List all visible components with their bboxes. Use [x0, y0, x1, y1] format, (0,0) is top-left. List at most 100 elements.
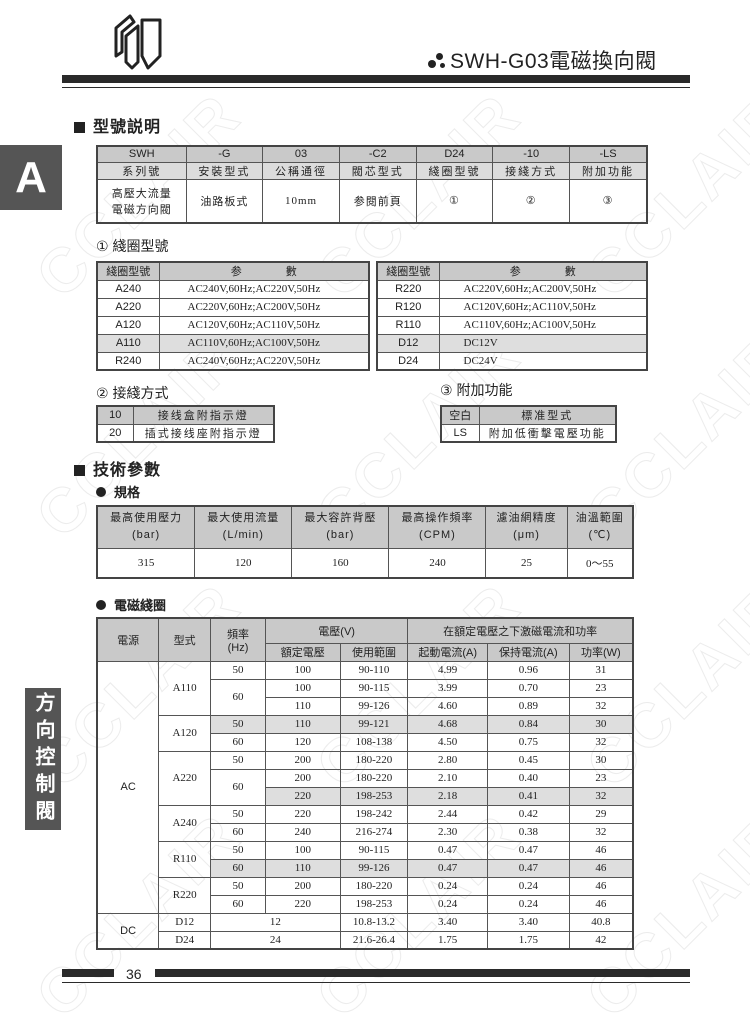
coil-param: AC220V,60Hz;AC200V,50Hz	[438, 279, 648, 299]
power-source: AC	[96, 660, 160, 914]
model-label: 接綫方式	[492, 161, 571, 180]
spec-header: 最高使用壓力 (bar)	[96, 505, 196, 549]
start-current: 4.60	[407, 696, 489, 716]
spec-header: 濾油網精度 (μm)	[485, 505, 568, 549]
model-value: ①	[415, 178, 494, 224]
model-type: A120	[158, 714, 212, 752]
model-label: 安裝型式	[185, 161, 264, 180]
page-number: 36	[126, 966, 142, 982]
coil-model: A110	[96, 333, 160, 353]
coil-param: AC220V,60Hz;AC200V,50Hz	[158, 297, 370, 317]
table-row: 60 100 90-115 3.99 0.70 23	[97, 678, 634, 716]
model-heading: 型號説明	[74, 113, 161, 137]
frequency: 50	[210, 714, 266, 734]
voltage-range: 90-115	[339, 678, 409, 698]
coil-model: D24	[376, 351, 440, 371]
spec-value: 0～55	[566, 547, 634, 579]
option-desc: 標准型式	[478, 405, 617, 425]
rated-voltage: 240	[264, 822, 341, 842]
power-watt: 29	[568, 804, 634, 824]
coil-param: AC120V,60Hz;AC110V,50Hz	[438, 297, 648, 317]
start-current: 0.24	[407, 876, 489, 896]
hold-current: 3.40	[487, 912, 570, 932]
model-value: 参閱前頁	[338, 178, 417, 224]
coil-param: DC12V	[438, 333, 648, 353]
start-current: 4.50	[407, 732, 489, 752]
value-row: 高壓大流量 電磁方向閥 油路板式 10mm 参閱前頁 ① ② ③	[96, 178, 648, 224]
table-row: A220 AC220V,60Hz;AC200V,50Hz	[96, 297, 370, 317]
footer-bar-left	[62, 969, 114, 977]
rated-voltage: 12	[210, 912, 341, 932]
model-value: 油路板式	[185, 178, 264, 224]
tech-heading: 技術參數	[74, 456, 161, 480]
category-label: 方向控制閥	[32, 691, 54, 827]
rated-voltage: 220	[264, 786, 341, 806]
frequency: 50	[210, 804, 266, 824]
col-hold-current: 保持電流(A)	[487, 642, 570, 662]
table-row: D12 DC12V	[376, 333, 648, 353]
spec-heading: 規格	[96, 482, 140, 501]
table-row: 10 接线盒附指示燈	[96, 405, 275, 425]
model-label: 公稱通徑	[262, 161, 340, 180]
start-current: 0.47	[407, 840, 489, 860]
table-row: 空白 標准型式	[440, 405, 617, 425]
model-type: R110	[158, 840, 212, 878]
spec-value: 160	[291, 547, 390, 579]
coil-model: A120	[96, 315, 160, 335]
elec-heading: 電磁綫圈	[96, 595, 166, 614]
rated-voltage: 200	[264, 768, 341, 788]
spec-value: 315	[96, 547, 196, 579]
option-code: LS	[440, 423, 480, 443]
power-watt: 32	[568, 696, 634, 716]
footer-line	[62, 982, 690, 983]
table-row: AC A110 50 100 90-110 4.99 0.96 31	[96, 660, 634, 914]
coil-model: R240	[96, 351, 160, 371]
model-code: -C2	[338, 145, 417, 163]
power-watt: 30	[568, 714, 634, 734]
voltage-range: 180-220	[339, 768, 409, 788]
table-row: 60 220 198-253 0.24 0.24 46	[97, 894, 634, 914]
voltage-range: 21.6-26.4	[339, 930, 409, 950]
hold-current: 0.24	[487, 876, 570, 896]
coil-param: AC120V,60Hz;AC110V,50Hz	[158, 315, 370, 335]
model-type: D12	[158, 912, 212, 932]
model-label: 附加功能	[569, 161, 648, 180]
rated-voltage: 100	[264, 678, 341, 698]
model-code: SWH	[96, 145, 187, 163]
voltage-range: 99-126	[339, 696, 409, 716]
table-row: R220 50 200 180-220 0.24 0.24 46	[97, 876, 634, 914]
voltage-range: 180-220	[339, 750, 409, 770]
frequency: 60	[210, 768, 266, 806]
start-current: 3.40	[407, 912, 489, 932]
header-row: 綫圈型號参 數	[376, 261, 648, 281]
col-rated: 額定電壓	[264, 642, 341, 662]
model-value: 10mm	[262, 178, 340, 224]
header-row: 額定電壓 使用範圍 起動電流(A) 保持電流(A) 功率(W)	[97, 642, 634, 662]
model-label: 閥芯型式	[338, 161, 417, 180]
spec-value: 240	[388, 547, 487, 579]
model-label: 綫圈型號	[415, 161, 494, 180]
start-current: 4.99	[407, 660, 489, 680]
coil-model: R120	[376, 297, 440, 317]
coil-model: D12	[376, 333, 440, 353]
table-row: R110 50 100 90-115 0.47 0.47 46	[97, 840, 634, 878]
extra-heading: ③ 附加功能	[440, 382, 513, 398]
voltage-range: 198-242	[339, 804, 409, 824]
option-code: 20	[96, 423, 134, 443]
start-current: 1.75	[407, 930, 489, 950]
value-row: 315 120 160 240 25 0～55	[96, 547, 634, 579]
hold-current: 0.38	[487, 822, 570, 842]
power-watt: 30	[568, 750, 634, 770]
frequency: 60	[210, 858, 266, 878]
coil-param: AC240V,60Hz;AC220V,50Hz	[158, 279, 370, 299]
header-row: 綫圈型號参 數	[96, 261, 370, 281]
table-row: 20 插式接线座附指示燈	[96, 423, 275, 443]
wiring-heading: ② 接綫方式	[96, 385, 169, 401]
rated-voltage: 100	[264, 660, 341, 680]
hold-current: 0.75	[487, 732, 570, 752]
rated-voltage: 200	[264, 750, 341, 770]
coil-electrical-table: 電源 型式 頻率 (Hz) 電壓(V) 在額定電壓之下激磁電流和功率 額定電壓 使用範圍 起動電…	[96, 617, 634, 950]
voltage-range: 216-274	[339, 822, 409, 842]
col-model: 綫圈型號	[96, 261, 160, 281]
table-row: 60 200 180-220 2.10 0.40 23	[97, 768, 634, 806]
